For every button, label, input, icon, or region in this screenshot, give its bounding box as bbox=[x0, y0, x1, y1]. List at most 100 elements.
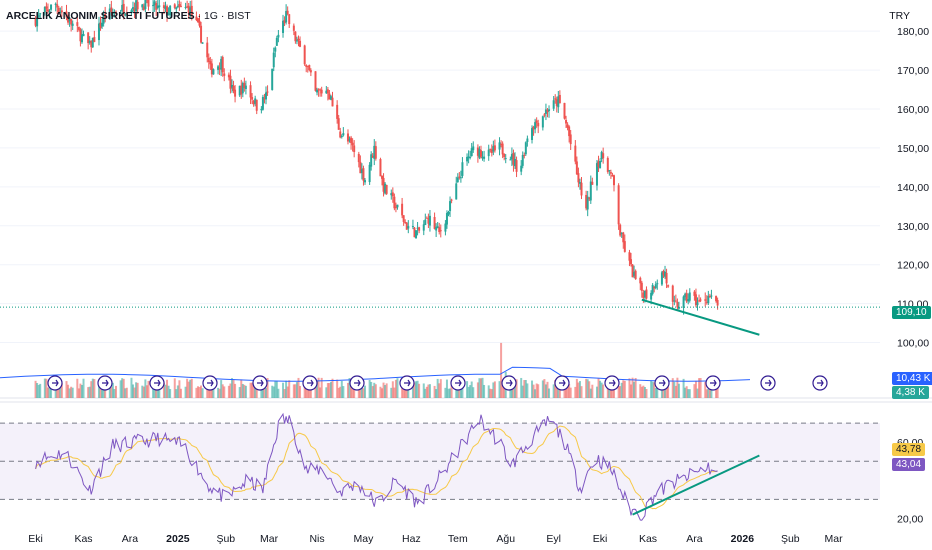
candle-body bbox=[504, 158, 507, 160]
volume-bar bbox=[544, 384, 547, 398]
volume-bar bbox=[187, 381, 190, 398]
candle-body bbox=[435, 227, 438, 231]
candle-body bbox=[240, 85, 243, 95]
candle-body bbox=[715, 296, 718, 302]
candle-body bbox=[619, 224, 622, 236]
volume-bar bbox=[667, 386, 670, 398]
candle-body bbox=[67, 17, 70, 23]
volume-ma-line bbox=[0, 366, 751, 382]
volume-bar bbox=[252, 381, 255, 398]
volume-bar bbox=[184, 386, 187, 398]
dividend-event-icon bbox=[654, 375, 670, 391]
candle-body bbox=[656, 283, 659, 285]
volume-bar bbox=[114, 385, 117, 398]
candle-body bbox=[418, 227, 421, 231]
volume-bar bbox=[622, 380, 625, 398]
dividend-event-icon bbox=[760, 375, 776, 391]
candle-body bbox=[558, 94, 561, 104]
candle-body bbox=[501, 143, 504, 155]
volume-bar bbox=[261, 386, 264, 398]
volume-bar bbox=[339, 386, 342, 398]
candle-body bbox=[458, 176, 461, 178]
volume-bar bbox=[76, 378, 79, 398]
candle-body bbox=[328, 93, 331, 100]
volume-bar bbox=[656, 380, 659, 398]
candle-body bbox=[346, 133, 349, 142]
candle-body bbox=[82, 34, 85, 37]
dividend-event-icon bbox=[47, 375, 63, 391]
candle-body bbox=[339, 131, 342, 138]
last-price-badge: 109,10 bbox=[892, 306, 931, 319]
candle-body bbox=[164, 6, 167, 9]
candle-body bbox=[363, 180, 366, 183]
candle-body bbox=[141, 4, 144, 8]
candle-body bbox=[509, 159, 512, 161]
volume-bar bbox=[435, 389, 438, 398]
time-axis-label: Kas bbox=[639, 533, 657, 545]
volume-bar bbox=[179, 388, 182, 398]
volume-bar bbox=[479, 378, 482, 398]
volume-bar bbox=[201, 388, 204, 398]
rsi-badge: 43,04 bbox=[892, 458, 926, 471]
candle-body bbox=[135, 0, 138, 12]
interval-label[interactable]: 1G bbox=[203, 10, 218, 22]
volume-bar bbox=[39, 383, 42, 398]
volume-bar bbox=[57, 384, 60, 398]
volume-bar bbox=[531, 380, 534, 398]
candle-body bbox=[309, 70, 312, 73]
volume-bar bbox=[557, 388, 560, 398]
volume-bar bbox=[500, 342, 503, 398]
event-icon-arrow bbox=[404, 379, 411, 387]
time-axis-label: Eki bbox=[28, 533, 43, 545]
candle-body bbox=[578, 182, 581, 184]
volume-bar bbox=[411, 384, 414, 398]
rsi-ma-badge: 43,78 bbox=[892, 443, 926, 456]
volume-bar bbox=[102, 386, 105, 398]
candle-body bbox=[272, 52, 275, 68]
dividend-event-icon bbox=[399, 375, 415, 391]
candle-body bbox=[445, 213, 448, 225]
candle-body bbox=[673, 300, 676, 302]
candle-body bbox=[91, 37, 94, 48]
candle-body bbox=[90, 40, 93, 48]
volume-bar bbox=[68, 388, 71, 398]
candle-body bbox=[317, 89, 320, 91]
volume-bar bbox=[272, 386, 275, 398]
volume-bar bbox=[340, 380, 343, 398]
volume-bar bbox=[569, 387, 572, 398]
candle-body bbox=[196, 18, 199, 23]
candle-body bbox=[628, 252, 631, 261]
candle-body bbox=[428, 215, 431, 226]
volume-bar bbox=[483, 384, 486, 398]
volume-bar bbox=[173, 378, 176, 398]
candle-body bbox=[282, 20, 285, 33]
candle-body bbox=[574, 145, 577, 162]
candle-body bbox=[600, 152, 603, 160]
volume-bar bbox=[628, 378, 631, 398]
price-axis-label: 140,00 bbox=[897, 182, 929, 194]
volume-bar bbox=[578, 381, 581, 398]
volume-bar bbox=[597, 378, 600, 398]
candle-body bbox=[479, 150, 482, 157]
volume-bar bbox=[277, 388, 280, 398]
candle-body bbox=[433, 216, 436, 229]
volume-bar bbox=[445, 379, 448, 398]
candle-body bbox=[359, 161, 362, 174]
price-axis-label: 120,00 bbox=[897, 260, 929, 272]
volume-bar bbox=[514, 383, 517, 398]
candle-body bbox=[654, 284, 657, 288]
candle-body bbox=[566, 124, 569, 128]
candle-body bbox=[447, 212, 450, 215]
price-grid: 100,00110,00120,00130,00140,00150,00160,… bbox=[0, 26, 929, 350]
candle-body bbox=[634, 270, 637, 280]
volume-bar bbox=[189, 379, 192, 398]
volume-bar bbox=[534, 389, 537, 398]
candle-body bbox=[212, 69, 215, 75]
volume-bar bbox=[317, 377, 320, 398]
volume-bar bbox=[650, 380, 653, 398]
candle-body bbox=[643, 290, 646, 298]
volume-bar bbox=[391, 381, 394, 398]
candle-body bbox=[716, 300, 719, 306]
candle-body bbox=[611, 175, 614, 177]
